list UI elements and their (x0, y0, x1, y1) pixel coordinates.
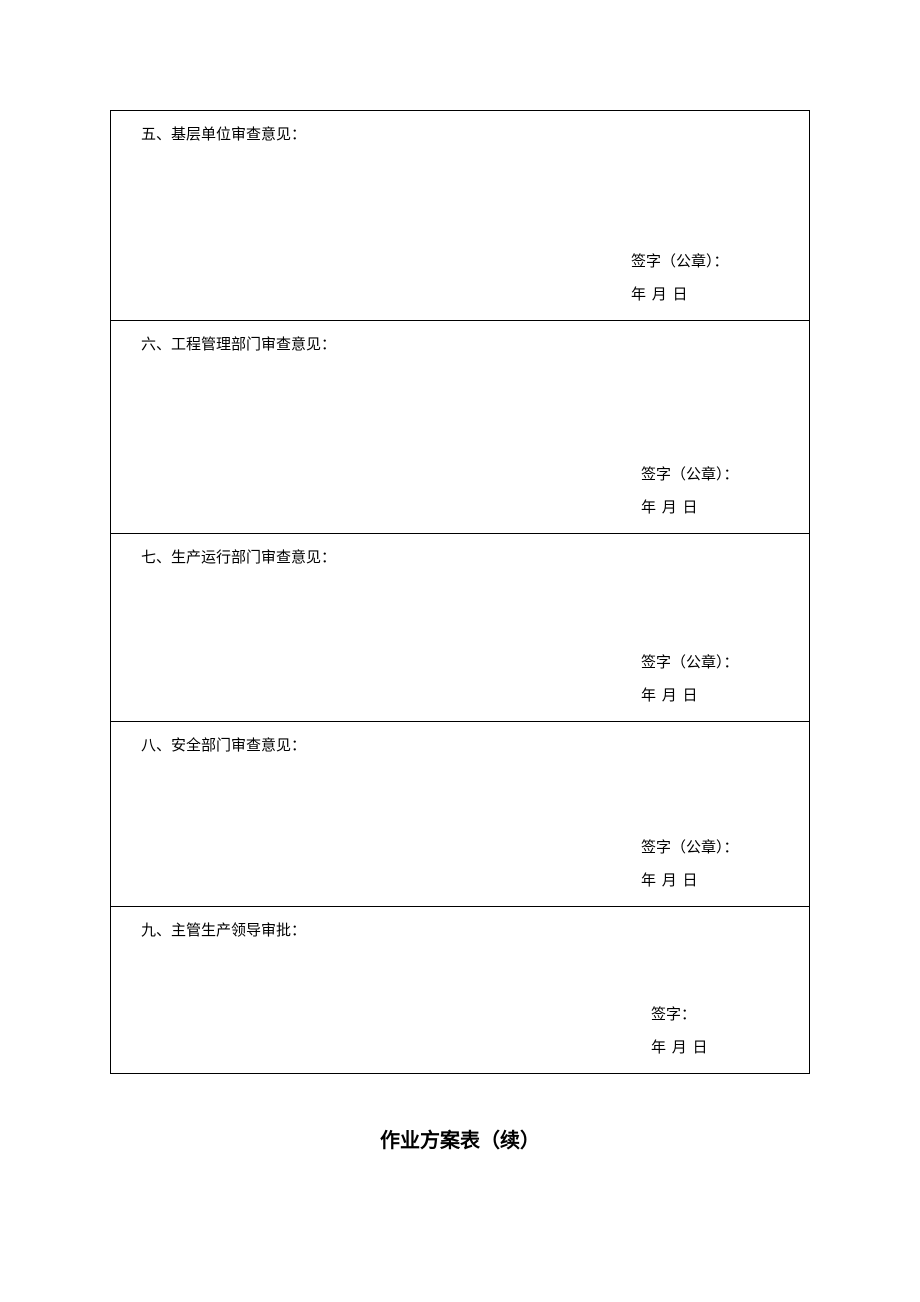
approval-form-table: 五、基层单位审查意见： 签字（公章）： 年 月 日 六、工程管理部门审查意见： … (110, 110, 810, 1074)
section-8-row: 八、安全部门审查意见： 签字（公章）： 年 月 日 (111, 722, 809, 907)
section-7-signature-label: 签字（公章）： (641, 647, 779, 680)
section-8-date-line: 年 月 日 (641, 865, 779, 898)
section-5-row: 五、基层单位审查意见： 签字（公章）： 年 月 日 (111, 111, 809, 321)
section-9-title: 九、主管生产领导审批： (141, 919, 779, 943)
section-6-signature-block: 签字（公章）： 年 月 日 (141, 459, 779, 525)
section-6-date-line: 年 月 日 (641, 492, 779, 525)
section-9-date-line: 年 月 日 (651, 1032, 779, 1065)
section-5-signature-block: 签字（公章）： 年 月 日 (141, 246, 779, 312)
section-7-date-line: 年 月 日 (641, 680, 779, 713)
section-8-title: 八、安全部门审查意见： (141, 734, 779, 758)
section-6-title: 六、工程管理部门审查意见： (141, 333, 779, 357)
section-5-signature-label: 签字（公章）： (631, 246, 779, 279)
section-8-signature-label: 签字（公章）： (641, 832, 779, 865)
page-title: 作业方案表（续） (110, 1124, 810, 1153)
section-9-signature-label: 签字： (651, 999, 779, 1032)
section-6-row: 六、工程管理部门审查意见： 签字（公章）： 年 月 日 (111, 321, 809, 534)
section-7-signature-block: 签字（公章）： 年 月 日 (141, 647, 779, 713)
section-5-title: 五、基层单位审查意见： (141, 123, 779, 147)
section-6-signature-label: 签字（公章）： (641, 459, 779, 492)
section-9-signature-block: 签字： 年 月 日 (141, 999, 779, 1065)
section-7-title: 七、生产运行部门审查意见： (141, 546, 779, 570)
section-5-date-line: 年 月 日 (631, 279, 779, 312)
section-9-row: 九、主管生产领导审批： 签字： 年 月 日 (111, 907, 809, 1073)
section-8-signature-block: 签字（公章）： 年 月 日 (141, 832, 779, 898)
section-7-row: 七、生产运行部门审查意见： 签字（公章）： 年 月 日 (111, 534, 809, 722)
